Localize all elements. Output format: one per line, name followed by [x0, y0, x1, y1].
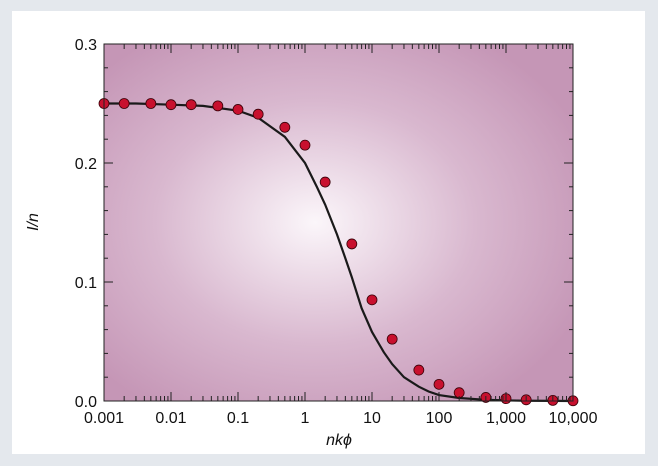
x-tick-label: 100 — [426, 410, 453, 427]
data-point-3 — [145, 98, 157, 109]
data-point-8 — [252, 108, 264, 120]
data-point-12 — [346, 238, 358, 250]
plot-frame — [103, 43, 574, 402]
x-tick-label: 10 — [363, 410, 381, 427]
x-axis-label: nkϕ — [326, 432, 352, 449]
y-tick-label: 0.1 — [75, 275, 97, 292]
x-tick-label: 10,000 — [549, 410, 598, 427]
data-point-6 — [212, 100, 224, 112]
y-tick-label: 0.3 — [75, 37, 97, 54]
data-point-14 — [386, 333, 398, 345]
plot-area — [104, 44, 573, 401]
data-point-11 — [319, 176, 331, 188]
data-point-10 — [299, 139, 311, 151]
x-tick-label: 0.001 — [84, 410, 124, 427]
y-tick-label: 0.2 — [75, 156, 97, 173]
data-point-15 — [413, 364, 425, 376]
x-tick-label: 0.01 — [155, 410, 186, 427]
x-tick-label: 0.1 — [227, 410, 249, 427]
x-tick-label: 1 — [301, 410, 310, 427]
data-point-9 — [279, 121, 291, 133]
data-point-7 — [232, 104, 244, 115]
y-tick-label: 0.0 — [75, 394, 97, 411]
data-point-4 — [165, 99, 177, 111]
data-point-16 — [433, 378, 445, 390]
data-point-5 — [185, 99, 197, 111]
data-point-13 — [366, 294, 378, 306]
fit-curve-line — [104, 102, 574, 403]
x-tick-label: 1,000 — [486, 410, 526, 427]
data-point-2 — [118, 98, 130, 109]
y-axis-label: I/n — [25, 213, 42, 231]
